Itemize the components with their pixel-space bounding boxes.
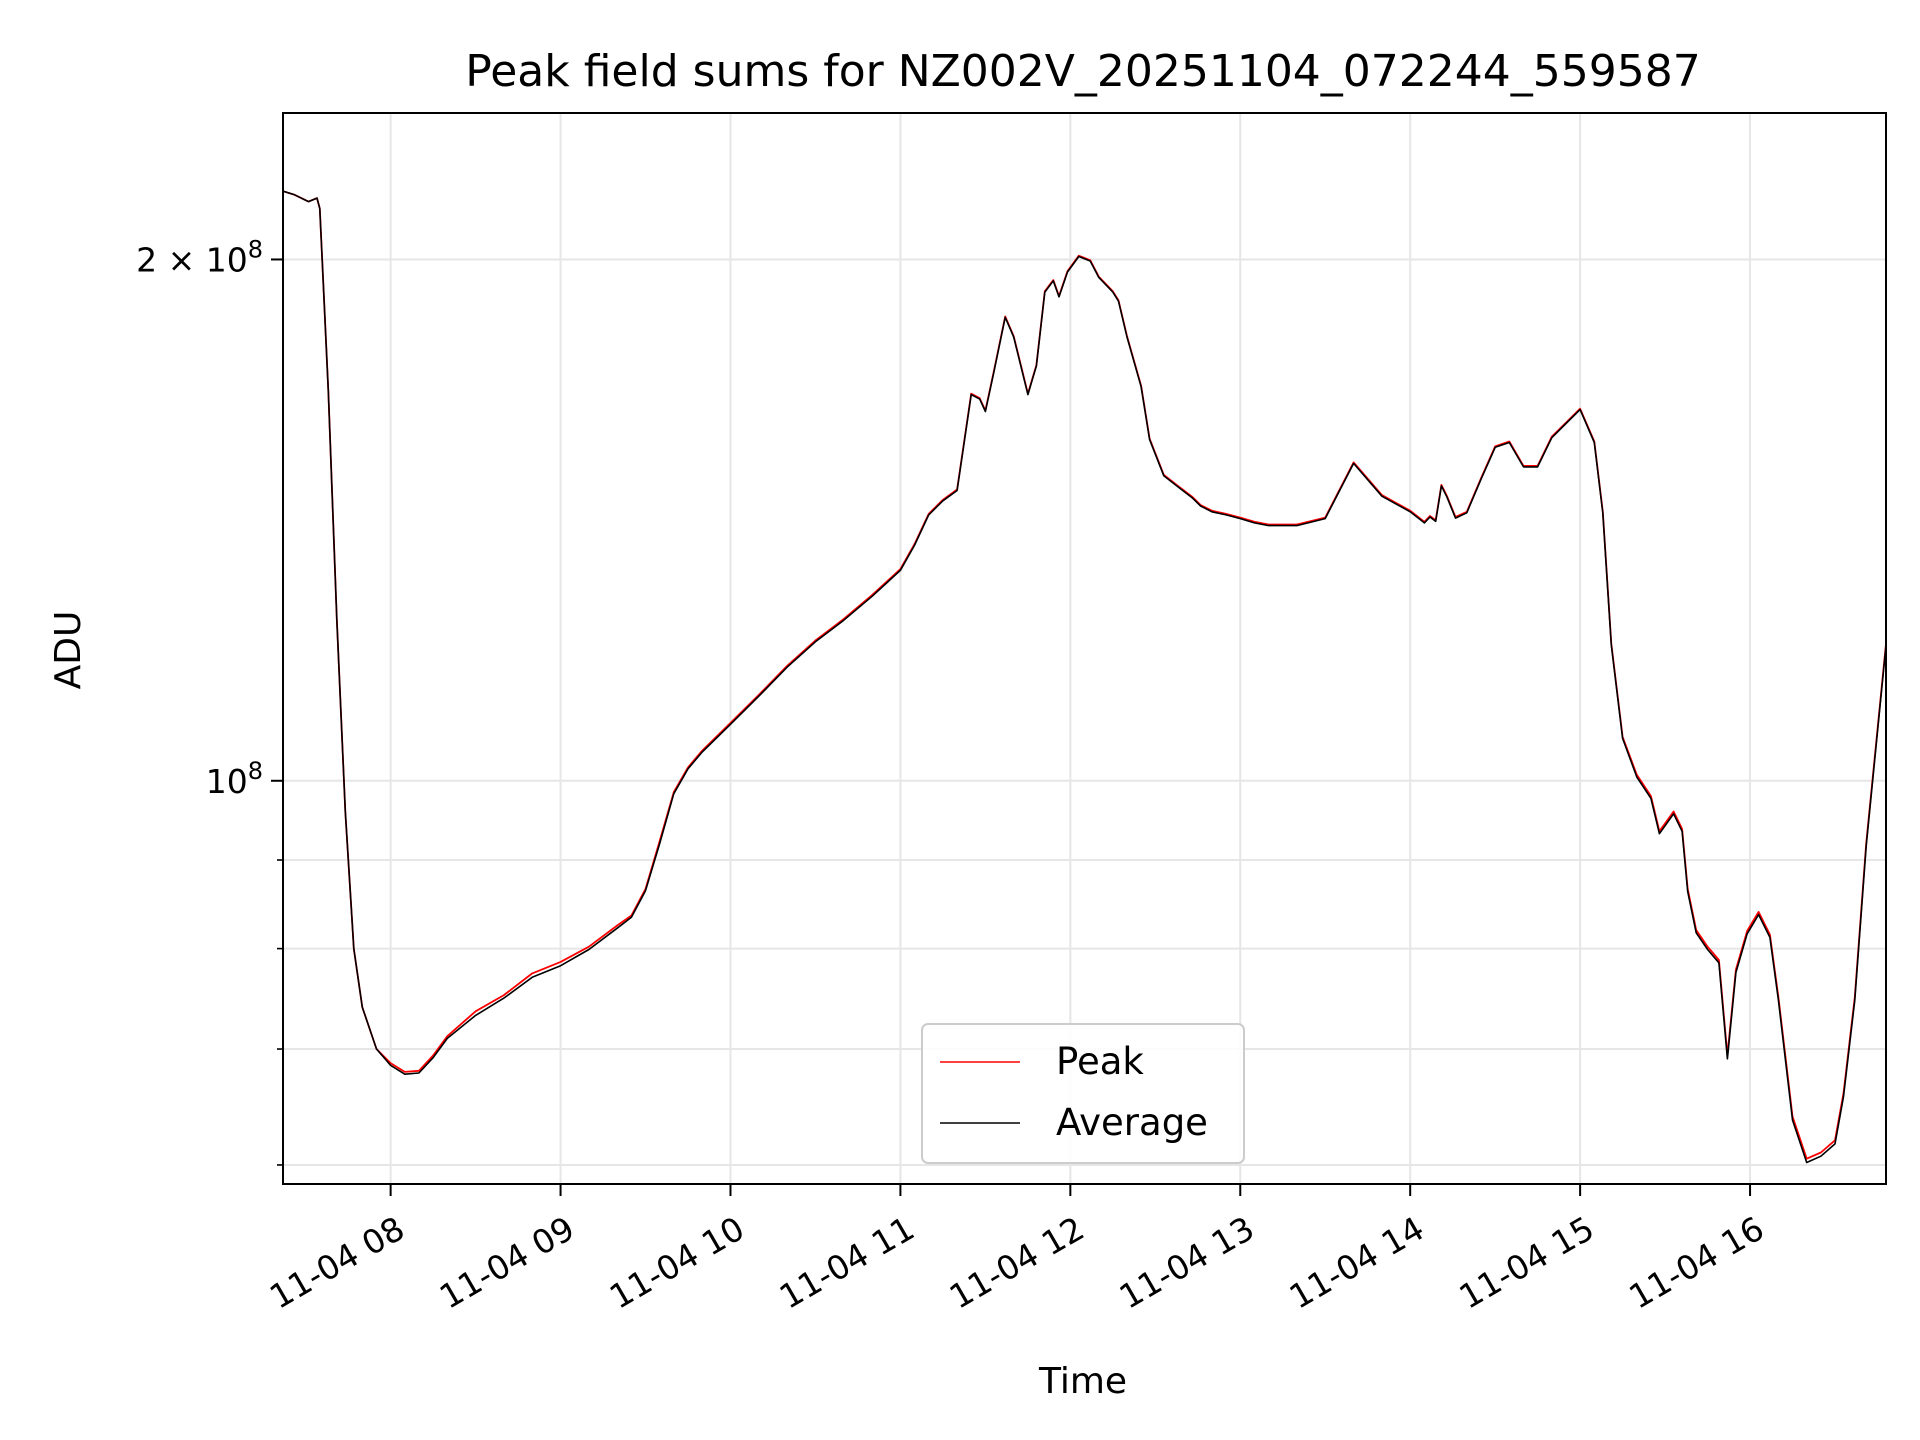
y-tick-label: 2 × 108 [136, 235, 263, 279]
y-tick-label: 108 [206, 757, 263, 801]
chart-title: Peak field sums for NZ002V_20251104_0722… [465, 46, 1700, 97]
y-axis: 108 2 × 108 [136, 235, 283, 1166]
legend-average-label: Average [1056, 1101, 1208, 1144]
x-axis-title: Time [1038, 1361, 1127, 1402]
series-layer [283, 190, 1886, 1164]
plot-area [282, 112, 1887, 1185]
legend-box [921, 1023, 1245, 1164]
series-line-average [283, 190, 1886, 1164]
legend: Peak Average [921, 1023, 1245, 1164]
y-axis-title: ADU [48, 611, 89, 690]
legend-peak-label: Peak [1056, 1040, 1144, 1083]
plot-background [283, 113, 1886, 1184]
plot-frame [282, 112, 1887, 1185]
